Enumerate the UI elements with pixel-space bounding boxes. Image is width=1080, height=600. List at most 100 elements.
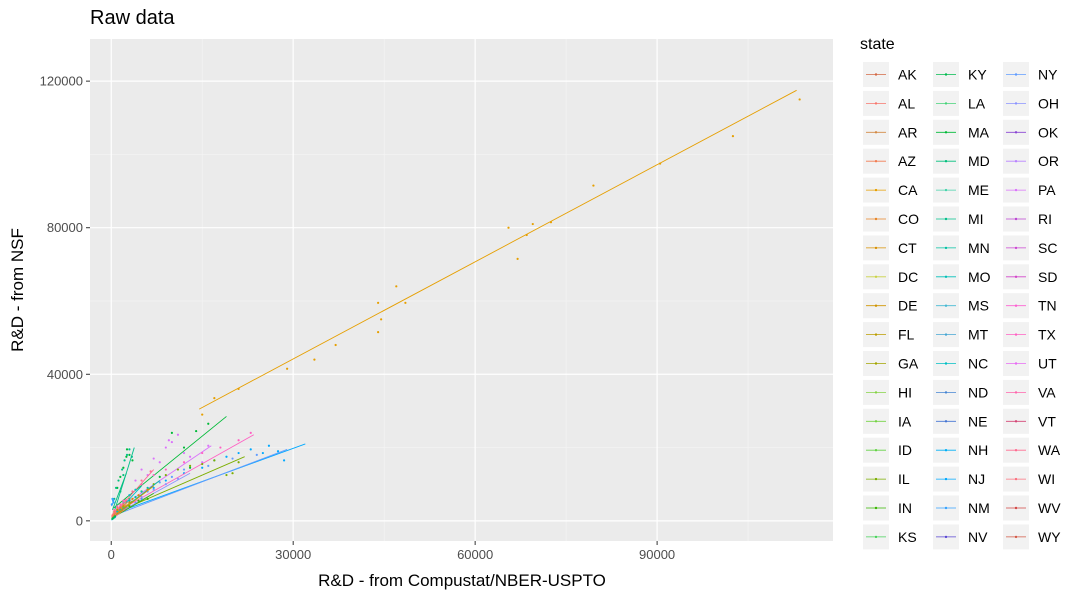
point-ca — [525, 233, 528, 237]
legend-dot-fl — [874, 333, 878, 336]
point-nj — [267, 444, 271, 447]
point-mn — [140, 490, 143, 493]
legend-dot-nd — [944, 391, 948, 394]
point-in — [137, 499, 140, 502]
point-il — [231, 472, 234, 475]
point-il — [237, 461, 240, 464]
point-pa — [152, 457, 155, 460]
y-tick-label: 120000 — [40, 74, 83, 89]
point-ca — [313, 358, 316, 361]
legend-label-nd: ND — [968, 384, 988, 400]
point-il — [225, 473, 228, 477]
fit-line-tx — [113, 434, 254, 514]
legend-label-ia: IA — [898, 413, 912, 429]
point-tx — [201, 451, 204, 455]
legend-title: state — [860, 36, 895, 53]
legend-dot-az — [874, 160, 878, 163]
point-ca — [201, 413, 204, 416]
legend-label-in: IN — [898, 500, 912, 516]
point-pa — [170, 440, 173, 444]
legend-dot-md — [944, 160, 948, 163]
point-ca — [237, 387, 240, 391]
point-nj — [276, 450, 280, 453]
point-nc — [134, 488, 137, 491]
point-ma — [182, 446, 186, 449]
legend-dot-or — [1014, 160, 1018, 163]
point-ca — [798, 98, 801, 101]
point-ny — [207, 464, 210, 467]
point-nm — [111, 499, 115, 502]
point-ma — [131, 459, 134, 462]
point-il — [188, 464, 192, 467]
point-wa — [140, 479, 143, 482]
y-axis-title: R&D - from NSF — [8, 228, 27, 352]
point-ma — [158, 475, 161, 478]
point-al — [112, 512, 115, 515]
legend-label-sd: SD — [1038, 269, 1057, 285]
legend-label-mn: MN — [968, 240, 990, 256]
legend-dot-ny — [1014, 73, 1018, 76]
legend-dot-ma — [944, 131, 948, 134]
fit-line-ma — [113, 416, 227, 509]
point-ca — [380, 318, 383, 321]
point-de — [119, 510, 122, 513]
point-mi — [121, 468, 124, 471]
legend-label-ny: NY — [1038, 67, 1058, 83]
plot-content — [110, 89, 801, 521]
legend-label-hi: HI — [898, 384, 912, 400]
legend-dot-ca — [874, 188, 878, 192]
legend-label-ky: KY — [968, 67, 987, 83]
x-axis: 0 30000 60000 90000 — [108, 541, 675, 562]
point-pa — [176, 433, 180, 436]
legend-dot-nj — [944, 477, 948, 481]
point-pa — [167, 439, 170, 442]
legend-label-ct: CT — [898, 240, 917, 256]
legend-dot-ky — [944, 73, 948, 76]
point-nj — [261, 451, 264, 455]
point-md — [122, 473, 125, 477]
point-ca — [659, 162, 662, 165]
legend-dot-ri — [1014, 217, 1018, 221]
point-az — [122, 503, 125, 506]
point-ca — [516, 257, 519, 260]
legend-dot-in — [874, 506, 878, 510]
point-ca — [531, 222, 534, 226]
legend-dot-mt — [944, 333, 948, 336]
point-al — [111, 514, 114, 517]
legend-label-ut: UT — [1038, 356, 1057, 372]
legend-label-co: CO — [898, 211, 919, 227]
point-mi — [123, 459, 126, 462]
legend-label-ma: MA — [968, 124, 990, 140]
x-tick-label: 30000 — [275, 547, 311, 562]
point-nm — [111, 497, 114, 500]
point-md — [119, 490, 122, 493]
point-oh — [176, 477, 180, 480]
legend-dot-wi — [1014, 477, 1018, 481]
legend-label-tx: TX — [1038, 327, 1057, 343]
point-nm — [110, 503, 113, 506]
point-pa — [207, 444, 210, 447]
legend-label-mt: MT — [968, 327, 989, 343]
point-oh — [164, 483, 167, 486]
legend-label-ri: RI — [1038, 211, 1052, 227]
point-tx — [219, 446, 222, 449]
point-il — [176, 468, 180, 471]
point-ma — [125, 455, 128, 458]
point-tx — [249, 431, 252, 435]
legend-dot-nv — [944, 535, 948, 539]
point-ct — [146, 488, 149, 491]
point-ny — [182, 468, 186, 471]
legend-label-nm: NM — [968, 500, 990, 516]
point-md — [114, 486, 118, 489]
legend-label-ca: CA — [898, 182, 918, 198]
point-de — [116, 512, 119, 515]
y-tick-label: 0 — [76, 513, 83, 528]
point-ny — [170, 475, 173, 478]
point-ma — [207, 422, 210, 425]
point-fl — [122, 505, 125, 508]
fit-line-ny — [114, 448, 288, 516]
legend: state AK AL AR AZ CA CO CT DC DE FL GA HI IA ID IL IN KS… — [860, 36, 1061, 550]
legend-label-me: ME — [968, 182, 989, 198]
point-nj — [282, 459, 286, 462]
